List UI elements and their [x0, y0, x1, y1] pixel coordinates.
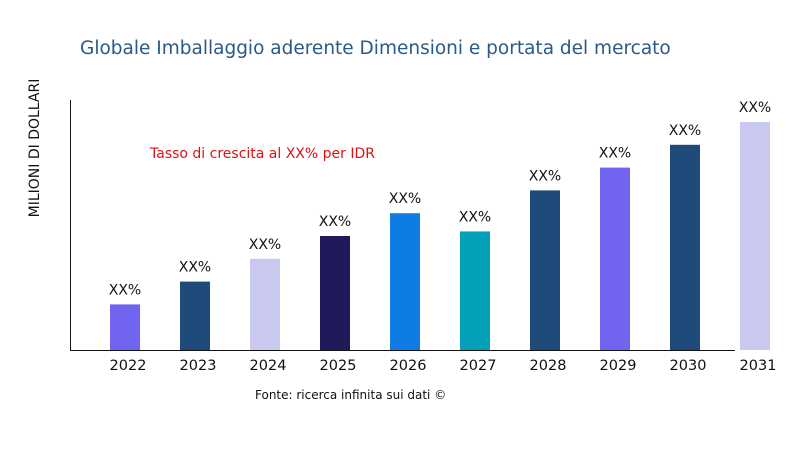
x-tick-label-2031: 2031 — [740, 358, 777, 374]
bar-2031 — [740, 122, 770, 350]
bar-2030 — [670, 144, 700, 350]
bar-2029 — [600, 167, 630, 350]
x-tick-label-2023: 2023 — [180, 358, 217, 374]
data-label-2027: XX% — [459, 209, 491, 225]
bar-2024 — [250, 258, 280, 350]
growth-rate-annotation: Tasso di crescita al XX% per IDR — [150, 146, 375, 162]
source-note: Fonte: ricerca infinita sui dati © — [255, 388, 447, 402]
bar-2028 — [530, 190, 560, 350]
x-tick-label-2022: 2022 — [110, 358, 147, 374]
data-label-2023: XX% — [179, 260, 211, 276]
data-label-2028: XX% — [529, 168, 561, 184]
x-tick-label-2024: 2024 — [250, 358, 287, 374]
data-label-2024: XX% — [249, 237, 281, 253]
x-tick-label-2025: 2025 — [320, 358, 357, 374]
bar-2023 — [180, 281, 210, 350]
bar-2025 — [320, 236, 350, 350]
bar-2026 — [390, 213, 420, 350]
data-label-2031: XX% — [739, 100, 771, 116]
x-tick-label-2027: 2027 — [460, 358, 497, 374]
data-label-2026: XX% — [389, 191, 421, 207]
x-tick-label-2030: 2030 — [670, 358, 707, 374]
x-tick-label-2028: 2028 — [530, 358, 567, 374]
data-label-2029: XX% — [599, 146, 631, 162]
bar-2022 — [110, 304, 140, 350]
bar-2027 — [460, 231, 490, 350]
x-tick-label-2026: 2026 — [390, 358, 427, 374]
data-label-2025: XX% — [319, 214, 351, 230]
data-label-2022: XX% — [109, 282, 141, 298]
data-label-2030: XX% — [669, 123, 701, 139]
chart-title: Globale Imballaggio aderente Dimensioni … — [80, 38, 671, 59]
x-tick-label-2029: 2029 — [600, 358, 637, 374]
